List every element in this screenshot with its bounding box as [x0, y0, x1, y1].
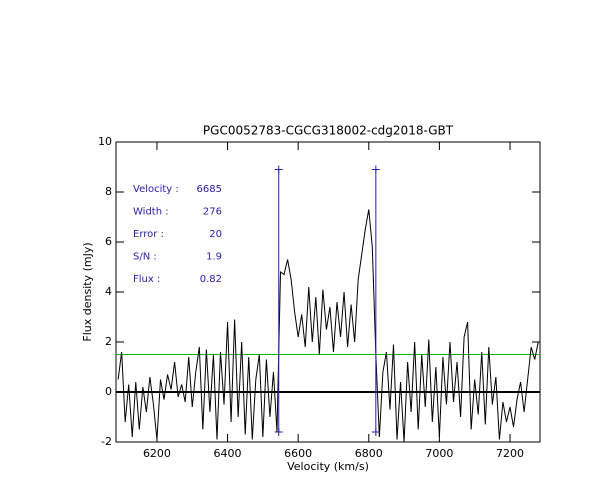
annotation-label: Velocity : — [133, 184, 179, 195]
x-tick-label: 7200 — [496, 447, 524, 460]
annotation-value: 20 — [209, 229, 222, 240]
annotation-label: Flux : — [133, 274, 160, 285]
x-tick-label: 6400 — [214, 447, 242, 460]
x-axis-label: Velocity (km/s) — [287, 460, 369, 473]
y-tick-label: 0 — [105, 385, 112, 398]
chart-title: PGC0052783-CGCG318002-cdg2018-GBT — [203, 124, 454, 138]
annotation-value: 1.9 — [206, 252, 222, 263]
annotation-value: 0.82 — [200, 274, 222, 285]
window-marker — [371, 428, 380, 436]
x-tick-label: 7000 — [425, 447, 453, 460]
y-tick-label: 10 — [98, 135, 112, 148]
annotation-value: 276 — [203, 207, 222, 218]
window-marker — [274, 165, 283, 174]
annotation-label: Width : — [133, 207, 169, 218]
y-tick-label: -2 — [101, 435, 112, 448]
annotation-label: S/N : — [133, 252, 157, 263]
window-marker — [371, 165, 380, 174]
y-axis-label: Flux density (mJy) — [81, 242, 94, 341]
spectrum-line — [117, 209, 539, 442]
y-tick-label: 6 — [105, 235, 112, 248]
x-tick-label: 6800 — [355, 447, 383, 460]
y-tick-label: 2 — [105, 335, 112, 348]
x-tick-label: 6600 — [284, 447, 312, 460]
y-tick-label: 4 — [105, 285, 112, 298]
y-tick-label: 8 — [105, 185, 112, 198]
x-tick-label: 6200 — [143, 447, 171, 460]
window-marker — [274, 428, 283, 436]
annotation-label: Error : — [133, 229, 164, 240]
annotation-value: 6685 — [197, 184, 222, 195]
